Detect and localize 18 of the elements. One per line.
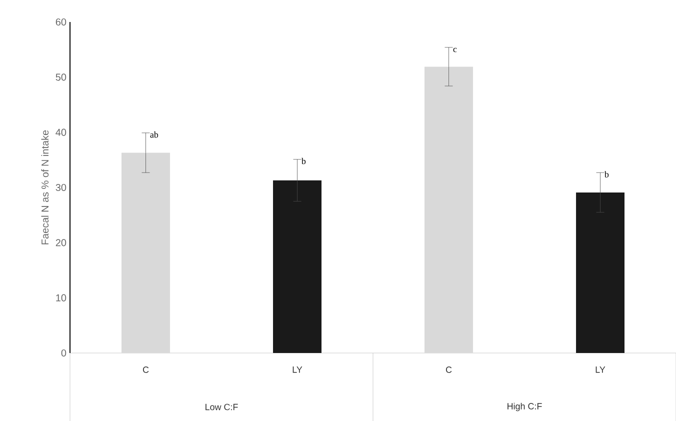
y-axis-title: Faecal N as % of N intake [41, 130, 49, 244]
text: High C:F [508, 402, 542, 412]
y-tick-label: 40 [56, 128, 66, 136]
annotation: c [453, 48, 457, 52]
x-tick-label: C [446, 366, 452, 373]
y-tick-label: 50 [56, 74, 66, 81]
y-tick-label: 20 [56, 239, 66, 246]
annotation: ab [150, 131, 158, 138]
annotation: b [604, 171, 609, 178]
x-tick-label: C [142, 366, 149, 373]
y-tick-label: 0 [61, 349, 66, 357]
text: Low C:F [206, 404, 238, 410]
x-tick-label: LY [596, 366, 606, 373]
y-tick-label: 10 [56, 294, 66, 302]
y-tick-label: 60 [56, 18, 66, 26]
x-tick-label: LY [292, 366, 302, 373]
annotation: b [301, 158, 306, 164]
y-tick-label: 30 [56, 184, 66, 192]
